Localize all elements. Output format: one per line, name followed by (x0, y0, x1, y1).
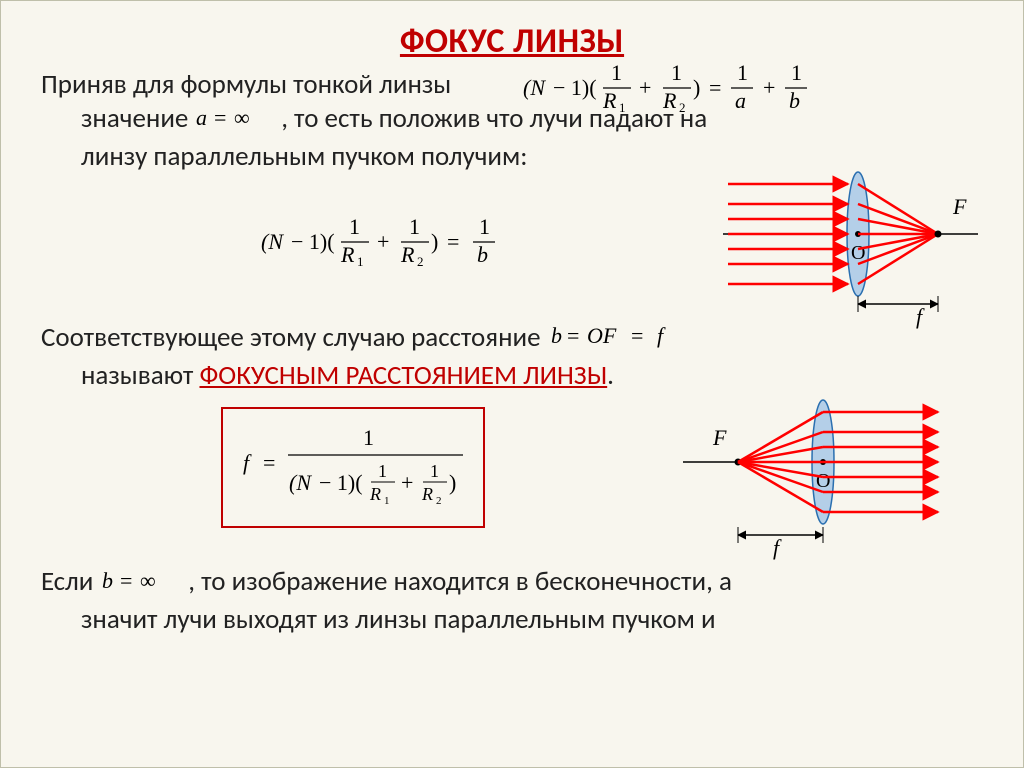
svg-text:b: b (102, 570, 113, 593)
svg-text:F: F (952, 194, 967, 219)
diagram-divergent: O F (683, 387, 943, 567)
svg-text:1: 1 (378, 461, 387, 481)
svg-text:): ) (431, 229, 438, 254)
svg-text:∞: ∞ (234, 107, 250, 130)
svg-text:1: 1 (791, 60, 802, 85)
p1-line1a: Приняв для формулы тонкой линзы (41, 68, 451, 101)
svg-text:b: b (789, 88, 800, 113)
focal-distance-highlight: ФОКУСНЫМ РАССТОЯНИЕМ ЛИНЗЫ (199, 359, 607, 392)
formula-b-of-f: b = OF = f (547, 326, 697, 356)
svg-text:b: b (551, 324, 562, 348)
svg-text:R: R (400, 242, 415, 267)
p2-line2a: называют (81, 359, 199, 392)
svg-text:1: 1 (737, 60, 748, 85)
svg-text:=: = (567, 324, 579, 348)
svg-text:(N: (N (289, 470, 312, 495)
slide: ФОКУС ЛИНЗЫ Приняв для формулы тонкой ли… (0, 0, 1024, 768)
svg-text:): ) (449, 470, 456, 495)
svg-text:O: O (816, 470, 830, 492)
svg-text:=: = (447, 229, 459, 254)
svg-text:=: = (709, 75, 721, 100)
svg-text:=: = (263, 450, 275, 475)
slide-title: ФОКУС ЛИНЗЫ (41, 21, 983, 62)
formula-a-inf: a = ∞ (194, 107, 281, 137)
svg-text:): ) (693, 75, 700, 100)
svg-text:1: 1 (611, 60, 622, 85)
svg-text:R: R (602, 88, 617, 113)
svg-text:− 1)(: − 1)( (319, 470, 363, 495)
svg-text:1: 1 (479, 214, 490, 239)
svg-text:− 1)(: − 1)( (291, 229, 335, 254)
svg-text:OF: OF (587, 324, 617, 348)
p2-line2c: . (607, 359, 614, 392)
svg-text:=: = (631, 324, 643, 348)
svg-text:+: + (763, 75, 775, 100)
formula-f-boxed: f = 1 (N − 1)( 1 R1 + 1 R2 ) (221, 407, 485, 528)
paragraph-1: Приняв для формулы тонкой линзы (N − 1)(… (41, 68, 983, 173)
formula-lensmaker-b: (N − 1)( 1 R1 + 1 R2 ) = 1 b (261, 214, 541, 277)
svg-text:2: 2 (436, 495, 442, 507)
svg-text:(N: (N (523, 75, 546, 100)
svg-text:1: 1 (349, 214, 360, 239)
svg-text:1: 1 (363, 425, 374, 450)
row-formula-diagram1: (N − 1)( 1 R1 + 1 R2 ) = 1 b (41, 179, 983, 309)
svg-text:1: 1 (430, 461, 439, 481)
p1-line2a: значение (81, 102, 188, 135)
svg-text:2: 2 (417, 254, 424, 269)
formula-b-inf: b = ∞ (100, 570, 189, 600)
svg-text:∞: ∞ (140, 570, 156, 593)
p3-line1a: Если (41, 565, 93, 598)
p1-line3: линзу параллельным пучком получим: (81, 140, 528, 173)
svg-text:+: + (639, 75, 651, 100)
svg-text:1: 1 (409, 214, 420, 239)
svg-text:=: = (214, 107, 226, 130)
svg-text:2: 2 (679, 100, 686, 115)
paragraph-3: Если b = ∞ , то изображение находится в … (41, 565, 983, 637)
svg-text:1: 1 (671, 60, 682, 85)
p3-line2: значит лучи выходят из линзы параллельны… (41, 603, 983, 637)
p2-line1: Соответствующее этому случаю расстояние (41, 321, 541, 354)
svg-text:R: R (340, 242, 355, 267)
svg-text:F: F (712, 425, 727, 450)
svg-text:b: b (477, 242, 488, 267)
formula-lensmaker-full: (N − 1)( 1 R1 + 1 R2 ) = 1 a (523, 60, 853, 125)
svg-text:a: a (735, 88, 746, 113)
svg-text:1: 1 (384, 495, 390, 507)
svg-text:=: = (120, 570, 132, 593)
p3-line1b: , то изображение находится в бесконечнос… (188, 565, 732, 598)
svg-text:− 1)(: − 1)( (553, 75, 597, 100)
svg-text:f: f (243, 450, 252, 475)
svg-text:(N: (N (261, 229, 284, 254)
svg-text:f: f (657, 324, 666, 348)
row-formula-diagram2: f = 1 (N − 1)( 1 R1 + 1 R2 ) (41, 397, 983, 557)
svg-text:+: + (401, 470, 413, 495)
svg-text:+: + (377, 229, 389, 254)
svg-text:1: 1 (357, 254, 364, 269)
svg-text:R: R (421, 484, 433, 504)
svg-text:R: R (662, 88, 677, 113)
svg-text:a: a (196, 107, 207, 130)
diagram-convergent: O (723, 159, 983, 334)
svg-text:f: f (916, 304, 925, 329)
svg-text:f: f (773, 535, 782, 560)
svg-text:R: R (369, 484, 381, 504)
svg-text:1: 1 (619, 100, 626, 115)
